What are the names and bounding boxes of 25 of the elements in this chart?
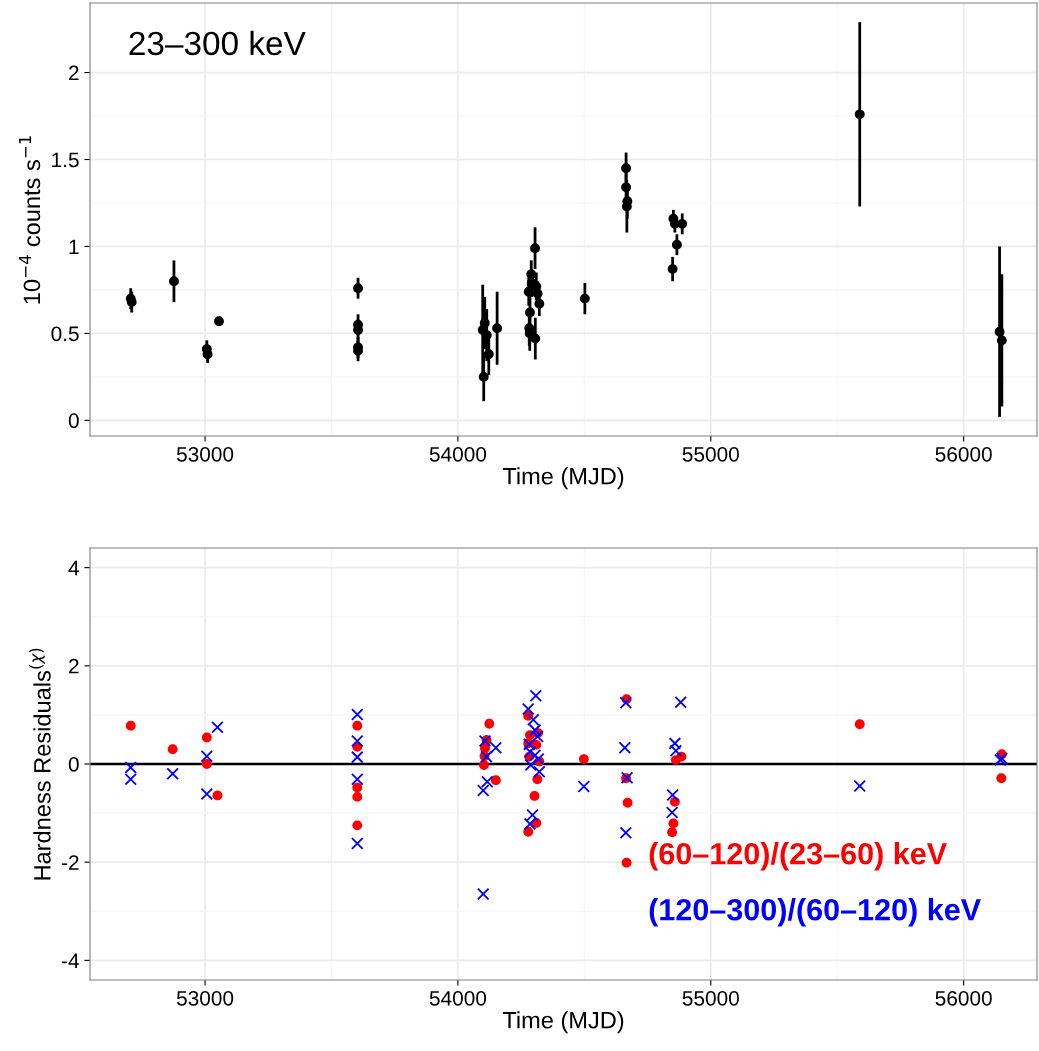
series-label: (60–120)/(23–60) keV (649, 842, 947, 871)
x-tick-label: 55000 (682, 446, 739, 462)
y-tick-label: 1.5 (52, 152, 79, 168)
y-axis-title: 10$^{−4}$ counts s$^{−1}$ (18, 136, 41, 304)
x-tick-label: 54000 (429, 446, 487, 462)
annotation: 23–300 keV (129, 30, 306, 56)
x-tick-label: 53000 (176, 990, 234, 1006)
y-tick-label: 2 (69, 658, 79, 674)
y-axis-title: Hardness Residuals$^{(χ)}$ (28, 648, 51, 880)
x-tick-label: 56000 (935, 990, 992, 1006)
y-tick-label: 2 (69, 65, 79, 81)
x-tick-label: 56000 (935, 446, 992, 462)
y-tick-label: 0 (68, 413, 79, 429)
y-tick-label: -2 (61, 855, 79, 870)
x-tick-label: 55000 (682, 990, 739, 1006)
text: (120–300)/(60–120) keV (649, 898, 981, 927)
y-tick-label: 0.5 (51, 326, 79, 342)
y-tick-label: 4 (68, 560, 79, 576)
x-axis-title: Time (MJD) (502, 467, 624, 490)
y-tick-label: -4 (61, 953, 79, 968)
y-tick-label: 0 (68, 757, 79, 772)
x-axis-title: Time (MJD) (502, 1011, 624, 1034)
x-tick-label: 54000 (429, 990, 487, 1006)
y-tick-label: 1 (69, 239, 79, 254)
x-tick-label: 53000 (176, 446, 234, 462)
